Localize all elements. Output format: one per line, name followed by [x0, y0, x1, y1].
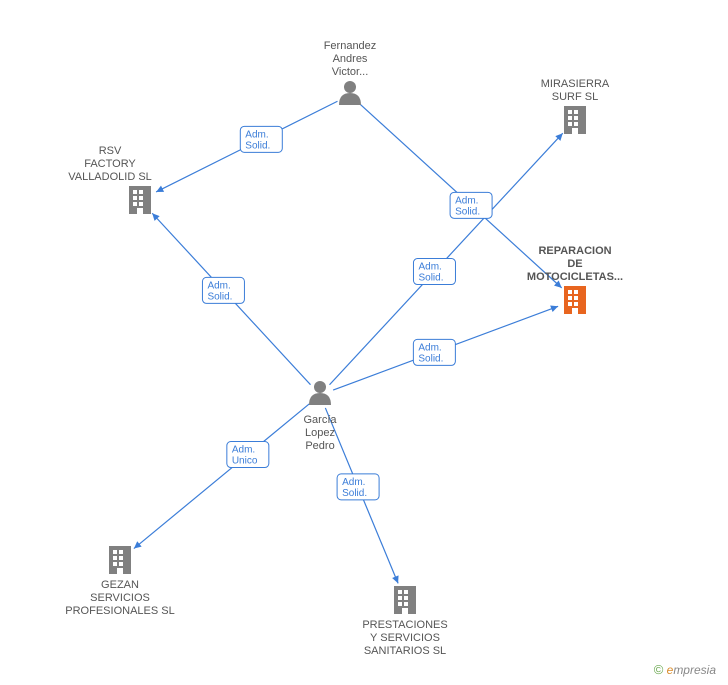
svg-text:Solid.: Solid.	[207, 291, 232, 302]
edge-label: Adm.Solid.	[450, 192, 492, 218]
node-label: PRESTACIONES	[362, 619, 447, 631]
node-label: SURF SL	[552, 91, 598, 103]
company-node-reparacion: REPARACIONDEMOTOCICLETAS...	[527, 245, 623, 314]
node-label: Andres	[333, 53, 368, 65]
svg-text:Unico: Unico	[232, 456, 258, 467]
svg-text:Adm.: Adm.	[418, 342, 441, 353]
node-label: García	[303, 414, 337, 426]
svg-text:Adm.: Adm.	[245, 129, 268, 140]
svg-text:Adm.: Adm.	[418, 262, 441, 273]
edge-label: Adm.Solid.	[413, 339, 455, 365]
node-label: Victor...	[332, 66, 368, 78]
node-label: DE	[567, 258, 582, 270]
svg-text:Adm.: Adm.	[232, 445, 255, 456]
node-label: VALLADOLID SL	[68, 171, 152, 183]
company-node-gezan: GEZANSERVICIOSPROFESIONALES SL	[65, 546, 174, 617]
node-label: RSV	[99, 145, 122, 157]
person-node-garcia: GarcíaLopezPedro	[303, 381, 337, 452]
svg-text:Solid.: Solid.	[342, 488, 367, 499]
node-label: FACTORY	[84, 158, 136, 170]
person-icon	[339, 81, 361, 105]
edge-label: Adm.Solid.	[337, 474, 379, 500]
edge-garcia-gezan	[134, 404, 309, 549]
person-node-fernandez: FernandezAndresVictor...	[324, 40, 377, 105]
node-label: Pedro	[305, 440, 334, 452]
building-icon	[394, 586, 416, 614]
svg-text:Solid.: Solid.	[418, 353, 443, 364]
edge-label: Adm.Solid.	[202, 277, 244, 303]
node-label: MOTOCICLETAS...	[527, 271, 623, 283]
svg-text:Adm.: Adm.	[455, 195, 478, 206]
node-label: PROFESIONALES SL	[65, 605, 174, 617]
edge-label: Adm.Solid.	[240, 126, 282, 152]
company-node-mirasierra: MIRASIERRASURF SL	[541, 78, 610, 134]
person-icon	[309, 381, 331, 405]
node-label: REPARACION	[538, 245, 611, 257]
building-icon	[564, 286, 586, 314]
copyright-symbol: ©	[654, 662, 664, 677]
node-label: MIRASIERRA	[541, 78, 610, 90]
node-label: Y SERVICIOS	[370, 632, 440, 644]
building-icon	[129, 186, 151, 214]
edge-label: Adm.Unico	[227, 442, 269, 468]
svg-text:Adm.: Adm.	[342, 477, 365, 488]
edge-label: Adm.Solid.	[413, 259, 455, 285]
node-label: SANITARIOS SL	[364, 645, 446, 657]
svg-text:Solid.: Solid.	[418, 273, 443, 284]
building-icon	[564, 106, 586, 134]
svg-text:Solid.: Solid.	[455, 206, 480, 217]
node-label: Fernandez	[324, 40, 377, 52]
company-node-rsv: RSVFACTORYVALLADOLID SL	[68, 145, 152, 214]
network-diagram: Adm.Solid.Adm.Solid.Adm.Solid.Adm.Solid.…	[0, 0, 728, 685]
node-label: Lopez	[305, 427, 335, 439]
svg-text:Adm.: Adm.	[207, 280, 230, 291]
node-label: GEZAN	[101, 579, 139, 591]
building-icon	[109, 546, 131, 574]
node-label: SERVICIOS	[90, 592, 150, 604]
brand-name: empresia	[667, 663, 716, 677]
svg-text:Solid.: Solid.	[245, 140, 270, 151]
footer-attribution: © empresia	[654, 662, 716, 677]
company-node-prestaciones: PRESTACIONESY SERVICIOSSANITARIOS SL	[362, 586, 447, 657]
